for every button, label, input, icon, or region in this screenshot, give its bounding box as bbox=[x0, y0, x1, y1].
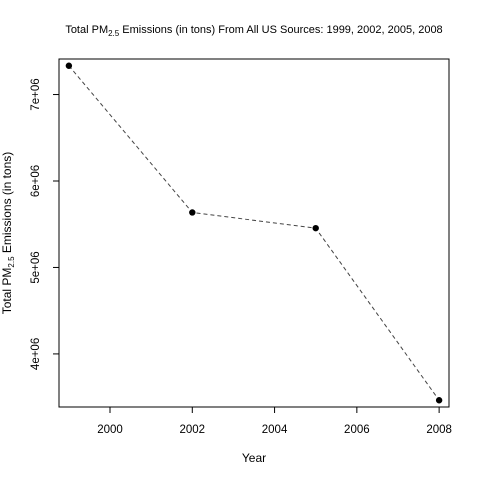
y-tick-label: 7e+06 bbox=[30, 78, 42, 110]
x-tick-label: 2000 bbox=[97, 424, 123, 436]
data-point bbox=[65, 62, 73, 69]
series-points bbox=[65, 62, 443, 404]
x-tick-label: 2002 bbox=[179, 424, 205, 436]
x-tick-label: 2004 bbox=[262, 424, 288, 436]
y-tick-label: 6e+06 bbox=[30, 165, 42, 197]
plot-frame bbox=[58, 58, 450, 408]
y-axis: 4e+06 5e+06 6e+06 7e+06 bbox=[30, 78, 59, 370]
y-axis-label: Total PM2.5 Emissions (in tons) bbox=[0, 152, 16, 315]
y-tick-label: 4e+06 bbox=[30, 338, 42, 370]
x-tick-label: 2006 bbox=[344, 424, 370, 436]
chart-title: Total PM2.5 Emissions (in tons) From All… bbox=[65, 24, 442, 38]
x-tick-label: 2008 bbox=[426, 424, 452, 436]
x-axis-label: Year bbox=[242, 451, 266, 465]
data-point bbox=[435, 397, 443, 404]
data-point bbox=[189, 209, 196, 216]
data-point bbox=[312, 224, 319, 232]
series-line bbox=[68, 65, 440, 401]
y-tick-label: 5e+06 bbox=[30, 251, 42, 283]
x-axis: 2000 2002 2004 2006 2008 bbox=[97, 407, 452, 436]
